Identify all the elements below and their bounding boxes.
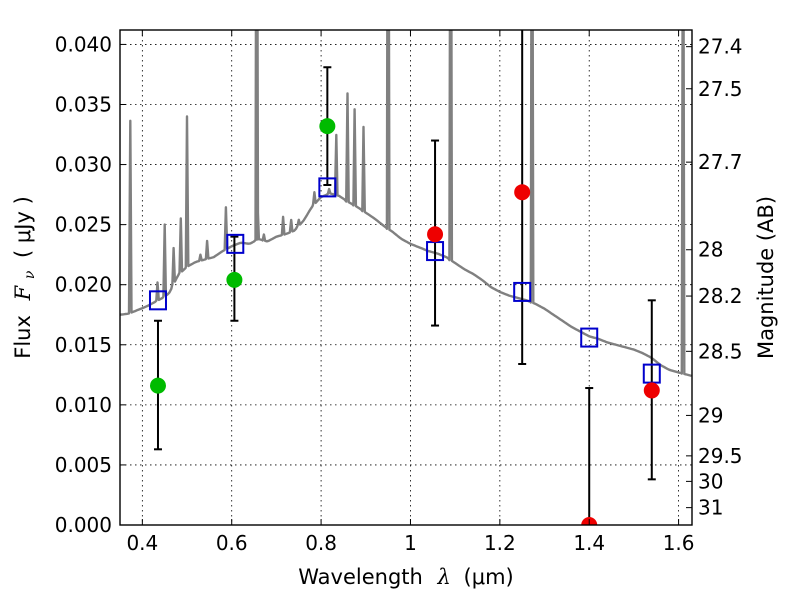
y-tick-label: 0.025 [55,213,112,237]
green-point [319,118,336,135]
right-tick-label: 29.5 [698,444,743,468]
y-axis-unit: ( μJy ) [11,196,35,258]
model-square [148,290,167,311]
axis-ticks [120,30,692,526]
y-axis-title: Flux F ν ( μJy ) [11,196,39,359]
right-tick-label: 27.4 [698,35,743,59]
x-tick-label: 1 [404,531,417,555]
y-tick-label: 0.035 [55,92,112,116]
x-tick-label: 1.6 [663,531,695,555]
y-tick-label: 0.010 [55,393,112,417]
green-point [226,271,243,288]
x-tick-label: 0.4 [126,531,158,555]
right-tick-label: 27.7 [698,150,743,174]
red-point [427,226,444,243]
model-square [580,327,599,348]
y-tick-label: 0.015 [55,333,112,357]
x-axis-symbol: λ [437,565,451,589]
y-axis-title-text: Flux [11,315,35,359]
y-tick-label: 0.020 [55,273,112,297]
green-point [149,377,166,394]
right-axis-title: Magnitude (AB) [754,196,778,359]
y-tick-label: 0.030 [55,153,112,177]
axes-frame [119,29,693,526]
right-tick-label: 29 [698,403,723,427]
right-tick-label: 28 [698,238,723,262]
grid [120,30,692,526]
model-square [513,281,532,302]
x-tick-label: 0.6 [216,531,248,555]
red-point [643,382,660,399]
x-tick-label: 1.2 [484,531,516,555]
right-tick-label: 28.5 [698,339,743,363]
y-tick-label: 0.005 [55,453,112,477]
plot-area [120,30,692,525]
red-point [514,184,531,201]
y-axis-symbol: F [11,284,35,301]
y-tick-label: 0.040 [55,32,112,56]
x-axis-unit: (μm) [464,565,514,589]
spectrum-line [120,30,692,378]
right-tick-label: 30 [698,469,723,493]
x-tick-label: 0.8 [305,531,337,555]
model-square [318,177,337,198]
model-square [226,233,245,254]
x-axis-title-text: Wavelength [298,565,423,589]
y-axis-subscript: ν [22,270,38,279]
right-tick-label: 28.2 [698,284,743,308]
right-tick-label: 27.5 [698,77,743,101]
right-tick-label: 31 [698,496,723,520]
tick-labels: 0.4 0.6 0.8 1 1.2 1.4 1.6 0.000 0.005 0.010 0.015 0… [55,32,743,555]
y-tick-label: 0.000 [55,513,112,537]
x-axis-title: Wavelength λ (μm) [298,565,513,589]
x-tick-label: 1.4 [573,531,605,555]
